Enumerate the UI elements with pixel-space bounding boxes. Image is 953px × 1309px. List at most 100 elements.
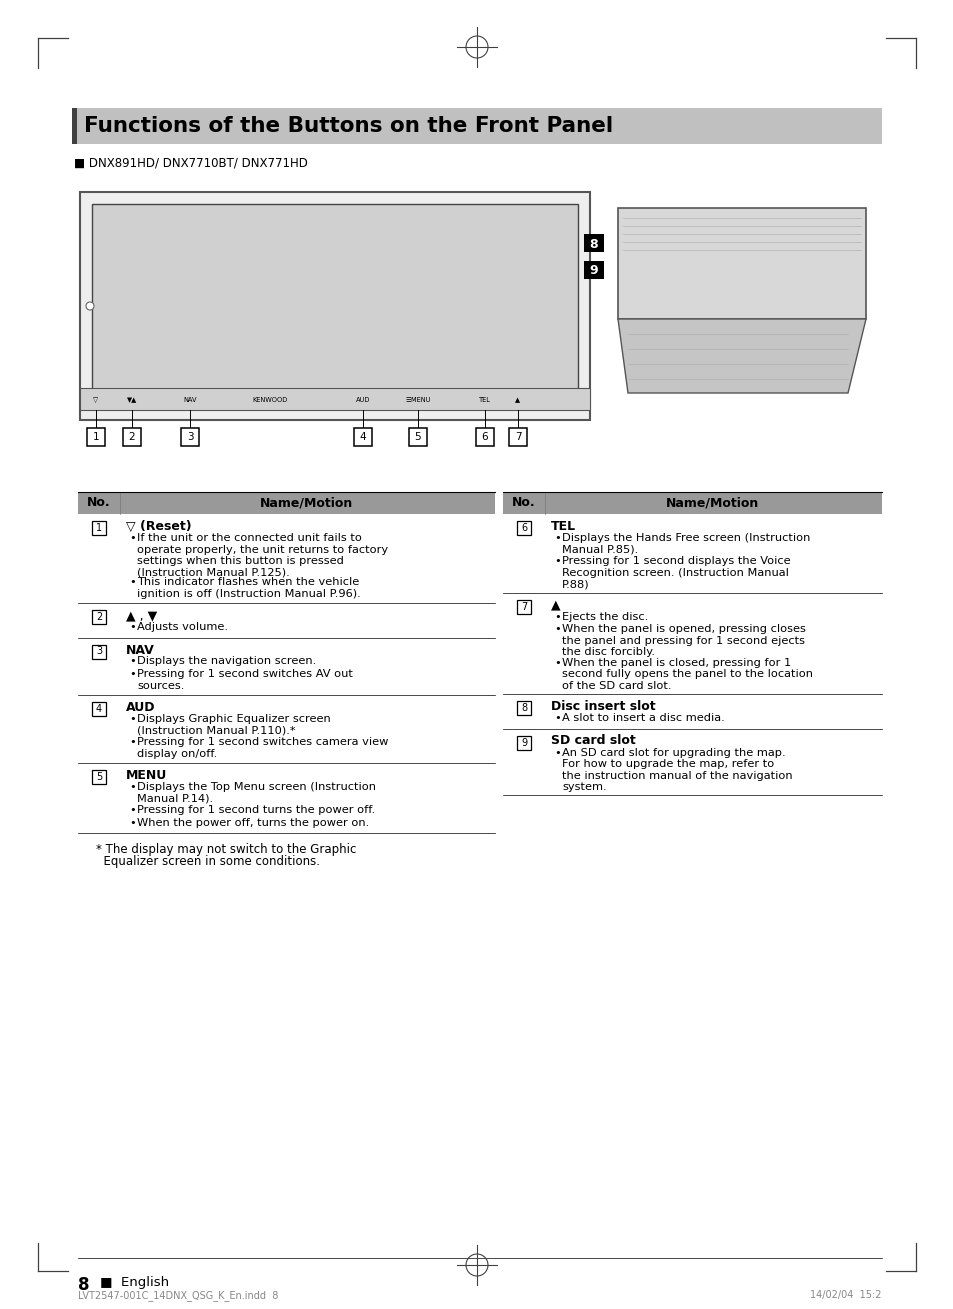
Text: 4: 4 — [96, 704, 102, 713]
Text: Displays the Hands Free screen (Instruction
Manual P.85).: Displays the Hands Free screen (Instruct… — [561, 533, 809, 555]
Text: ■ DNX891HD/ DNX7710BT/ DNX771HD: ■ DNX891HD/ DNX7710BT/ DNX771HD — [74, 157, 308, 169]
Text: 5: 5 — [95, 772, 102, 781]
Text: TEL: TEL — [551, 520, 576, 533]
Bar — [71, 109, 882, 144]
Text: •: • — [129, 737, 135, 747]
Text: 4: 4 — [359, 432, 366, 442]
Text: MENU: MENU — [126, 768, 167, 781]
Bar — [181, 428, 199, 446]
Text: AUD: AUD — [126, 702, 155, 713]
Text: •: • — [129, 657, 135, 666]
Bar — [517, 702, 531, 715]
Text: Pressing for 1 second switches AV out
sources.: Pressing for 1 second switches AV out so… — [137, 669, 353, 691]
Text: Displays Graphic Equalizer screen
(Instruction Manual P.110).*: Displays Graphic Equalizer screen (Instr… — [137, 713, 331, 736]
Text: 8: 8 — [589, 237, 598, 250]
Text: 7: 7 — [515, 432, 520, 442]
Text: ▲ , ▼: ▲ , ▼ — [126, 609, 157, 622]
Text: No.: No. — [87, 496, 111, 509]
Text: 14/02/04  15:2: 14/02/04 15:2 — [810, 1289, 882, 1300]
Text: ▼▲: ▼▲ — [127, 397, 137, 403]
Text: Disc insert slot: Disc insert slot — [551, 700, 655, 713]
Text: •: • — [554, 713, 560, 723]
Bar — [517, 600, 531, 614]
Text: •: • — [554, 747, 560, 758]
Text: Functions of the Buttons on the Front Panel: Functions of the Buttons on the Front Pa… — [84, 117, 613, 136]
Text: Displays the Top Menu screen (Instruction
Manual P.14).: Displays the Top Menu screen (Instructio… — [137, 781, 375, 804]
Text: 1: 1 — [92, 432, 99, 442]
Text: •: • — [129, 669, 135, 679]
Text: Pressing for 1 second displays the Voice
Recognition screen. (Instruction Manual: Pressing for 1 second displays the Voice… — [561, 556, 790, 589]
Bar — [80, 192, 589, 420]
Text: •: • — [129, 622, 135, 632]
Text: 2: 2 — [95, 613, 102, 622]
Text: •: • — [554, 533, 560, 543]
Bar — [409, 428, 427, 446]
Text: 8: 8 — [78, 1276, 90, 1295]
Text: When the power off, turns the power on.: When the power off, turns the power on. — [137, 818, 369, 827]
Text: •: • — [554, 556, 560, 565]
Text: No.: No. — [512, 496, 536, 509]
Text: •: • — [554, 611, 560, 622]
Text: ▲: ▲ — [515, 397, 520, 403]
Text: Pressing for 1 second switches camera view
display on/off.: Pressing for 1 second switches camera vi… — [137, 737, 388, 759]
Bar — [618, 208, 865, 319]
Text: Displays the navigation screen.: Displays the navigation screen. — [137, 657, 315, 666]
Bar — [476, 428, 494, 446]
Text: •: • — [129, 781, 135, 792]
Text: 3: 3 — [187, 432, 193, 442]
Bar — [91, 610, 106, 624]
Text: ▲: ▲ — [551, 598, 560, 611]
Polygon shape — [618, 319, 865, 393]
Text: SD card slot: SD card slot — [551, 734, 635, 747]
Text: This indicator flashes when the vehicle
ignition is off (Instruction Manual P.96: This indicator flashes when the vehicle … — [137, 577, 360, 598]
Text: 5: 5 — [415, 432, 421, 442]
Text: •: • — [554, 624, 560, 634]
Bar — [91, 702, 106, 716]
Text: When the panel is opened, pressing closes
the panel and pressing for 1 second ej: When the panel is opened, pressing close… — [561, 624, 805, 657]
Bar — [583, 260, 603, 279]
Text: TEL: TEL — [478, 397, 491, 403]
Text: Name/Motion: Name/Motion — [260, 496, 354, 509]
Text: Pressing for 1 second turns the power off.: Pressing for 1 second turns the power of… — [137, 805, 375, 816]
Text: ■  English: ■ English — [100, 1276, 169, 1289]
Text: •: • — [129, 818, 135, 827]
Text: 9: 9 — [520, 737, 526, 747]
Text: •: • — [554, 657, 560, 668]
Bar — [91, 770, 106, 784]
Text: •: • — [129, 533, 135, 543]
Text: 8: 8 — [520, 703, 526, 713]
Text: NAV: NAV — [126, 644, 154, 657]
Text: When the panel is closed, pressing for 1
second fully opens the panel to the loc: When the panel is closed, pressing for 1… — [561, 657, 812, 691]
Text: 1: 1 — [96, 524, 102, 533]
Bar — [517, 736, 531, 750]
Text: 2: 2 — [129, 432, 135, 442]
Text: Adjusts volume.: Adjusts volume. — [137, 622, 228, 632]
Text: ▽ (Reset): ▽ (Reset) — [126, 520, 192, 533]
Bar — [91, 521, 106, 535]
Bar — [71, 109, 77, 144]
Bar — [517, 521, 531, 535]
Text: LVT2547-001C_14DNX_QSG_K_En.indd  8: LVT2547-001C_14DNX_QSG_K_En.indd 8 — [78, 1289, 278, 1301]
Text: •: • — [129, 713, 135, 724]
Text: An SD card slot for upgrading the map.
For how to upgrade the map, refer to
the : An SD card slot for upgrading the map. F… — [561, 747, 792, 792]
Bar — [91, 644, 106, 658]
Bar — [354, 428, 372, 446]
Text: 6: 6 — [481, 432, 488, 442]
Text: KENWOOD: KENWOOD — [253, 397, 287, 403]
Text: 9: 9 — [589, 264, 598, 278]
Text: ▽: ▽ — [93, 397, 98, 403]
Bar — [91, 204, 578, 401]
Text: Name/Motion: Name/Motion — [666, 496, 759, 509]
Bar — [80, 387, 589, 410]
Bar — [87, 428, 105, 446]
Text: •: • — [129, 805, 135, 816]
Bar — [583, 234, 603, 253]
Text: 3: 3 — [96, 647, 102, 657]
Bar — [502, 492, 882, 514]
Text: •: • — [129, 577, 135, 586]
Text: ☰MENU: ☰MENU — [405, 397, 431, 403]
Circle shape — [86, 302, 94, 310]
Bar — [78, 492, 495, 514]
Text: 6: 6 — [520, 524, 526, 533]
Text: Equalizer screen in some conditions.: Equalizer screen in some conditions. — [96, 855, 319, 868]
